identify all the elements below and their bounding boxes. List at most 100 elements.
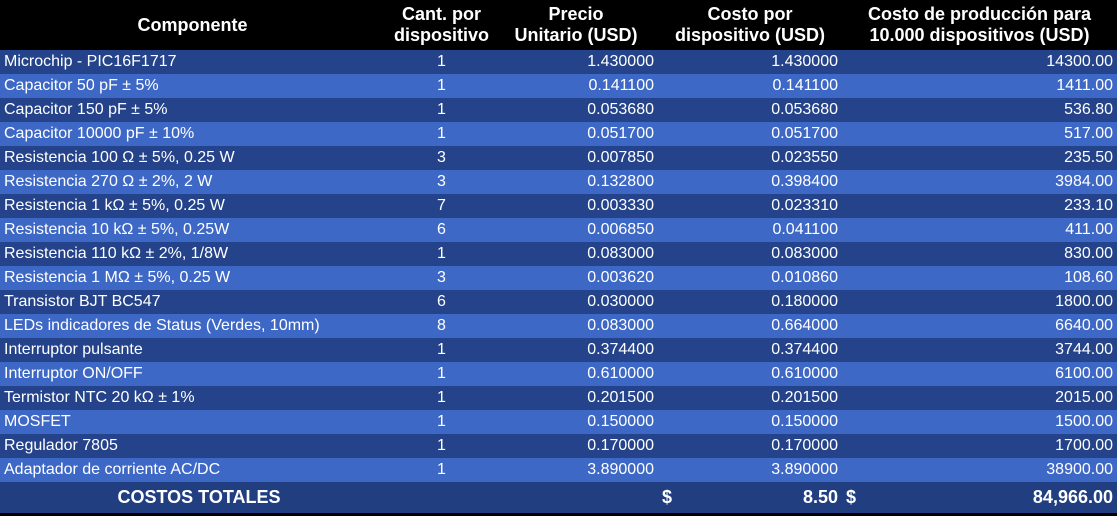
cell-componente: Adaptador de corriente AC/DC — [0, 458, 389, 482]
cell-cantidad: 1 — [389, 386, 494, 410]
cell-cantidad: 8 — [389, 314, 494, 338]
table-row: Capacitor 50 pF ± 5% 1 0.141100 0.141100 141… — [0, 74, 1117, 98]
table-header: Componente Cant. por dispositivo Precio … — [0, 0, 1117, 50]
cell-costo-dispositivo: 0.023550 — [658, 146, 842, 170]
header-costo-produccion: Costo de producción para 10.000 disposit… — [842, 0, 1117, 50]
table-row: Resistencia 10 kΩ ± 5%, 0.25W 6 0.006850 0.… — [0, 218, 1117, 242]
cell-componente: Resistencia 110 kΩ ± 2%, 1/8W — [0, 242, 389, 266]
cell-componente: Resistencia 1 kΩ ± 5%, 0.25 W — [0, 194, 389, 218]
cell-precio-unitario: 0.083000 — [494, 242, 658, 266]
cell-costo-produccion: 6100.00 — [842, 362, 1117, 386]
header-row: Componente Cant. por dispositivo Precio … — [0, 0, 1117, 50]
cell-costo-dispositivo: 0.023310 — [658, 194, 842, 218]
cell-cantidad: 1 — [389, 242, 494, 266]
cell-costo-produccion: 1411.00 — [842, 74, 1117, 98]
table-row: LEDs indicadores de Status (Verdes, 10mm… — [0, 314, 1117, 338]
cell-costo-produccion: 108.60 — [842, 266, 1117, 290]
table-row: Resistencia 1 MΩ ± 5%, 0.25 W 3 0.003620 0.… — [0, 266, 1117, 290]
cell-cantidad: 6 — [389, 290, 494, 314]
cell-costo-dispositivo: 0.610000 — [658, 362, 842, 386]
cell-precio-unitario: 0.374400 — [494, 338, 658, 362]
table-row: Interruptor pulsante 1 0.374400 0.374400 374… — [0, 338, 1117, 362]
cell-costo-produccion: 38900.00 — [842, 458, 1117, 482]
table-row: Resistencia 270 Ω ± 2%, 2 W 3 0.132800 0.39… — [0, 170, 1117, 194]
cell-precio-unitario: 0.132800 — [494, 170, 658, 194]
cell-costo-dispositivo: 0.664000 — [658, 314, 842, 338]
table-row: Regulador 7805 1 0.170000 0.170000 1700.00 — [0, 434, 1117, 458]
header-produccion-line2: 10.000 dispositivos (USD) — [869, 25, 1090, 45]
cell-costo-produccion: 14300.00 — [842, 50, 1117, 74]
cell-costo-dispositivo: 0.141100 — [658, 74, 842, 98]
header-precio-line1: Precio — [548, 4, 604, 24]
cell-costo-dispositivo: 0.041100 — [658, 218, 842, 242]
cell-costo-dispositivo: 0.150000 — [658, 410, 842, 434]
cell-componente: Resistencia 10 kΩ ± 5%, 0.25W — [0, 218, 389, 242]
cell-cantidad: 1 — [389, 338, 494, 362]
cell-costo-produccion: 235.50 — [842, 146, 1117, 170]
table-row: Transistor BJT BC547 6 0.030000 0.180000 180… — [0, 290, 1117, 314]
table-body: Microchip - PIC16F1717 1 1.430000 1.430000 1… — [0, 50, 1117, 482]
header-cantidad-line2: dispositivo — [393, 25, 489, 45]
cell-cantidad: 1 — [389, 98, 494, 122]
cell-costo-produccion: 2015.00 — [842, 386, 1117, 410]
cell-componente: Resistencia 1 MΩ ± 5%, 0.25 W — [0, 266, 389, 290]
table-row: MOSFET 1 0.150000 0.150000 1500.00 — [0, 410, 1117, 434]
totals-label: COSTOS TOTALES — [0, 482, 494, 513]
cell-cantidad: 3 — [389, 146, 494, 170]
table-footer: COSTOS TOTALES $ 8.50 $ 84,966.00 — [0, 482, 1117, 513]
totals-empty-cell — [494, 482, 658, 513]
cell-precio-unitario: 0.150000 — [494, 410, 658, 434]
cell-componente: Resistencia 100 Ω ± 5%, 0.25 W — [0, 146, 389, 170]
cell-costo-produccion: 6640.00 — [842, 314, 1117, 338]
table-row: Resistencia 110 kΩ ± 2%, 1/8W 1 0.083000 0.… — [0, 242, 1117, 266]
cell-precio-unitario: 0.053680 — [494, 98, 658, 122]
table-row: Interruptor ON/OFF 1 0.610000 0.610000 6100.… — [0, 362, 1117, 386]
cell-costo-dispositivo: 0.083000 — [658, 242, 842, 266]
cell-precio-unitario: 0.170000 — [494, 434, 658, 458]
cell-costo-produccion: 3984.00 — [842, 170, 1117, 194]
header-cantidad-line1: Cant. por — [402, 4, 481, 24]
cell-precio-unitario: 0.051700 — [494, 122, 658, 146]
header-costo-line2: dispositivo (USD) — [674, 25, 825, 45]
header-produccion-line1: Costo de producción para — [867, 4, 1092, 24]
cell-costo-dispositivo: 0.051700 — [658, 122, 842, 146]
header-cantidad: Cant. por dispositivo — [389, 0, 494, 50]
cell-costo-dispositivo: 0.374400 — [658, 338, 842, 362]
cell-costo-produccion: 1800.00 — [842, 290, 1117, 314]
cell-precio-unitario: 0.003330 — [494, 194, 658, 218]
header-precio-line2: Unitario (USD) — [514, 25, 638, 45]
cell-cantidad: 3 — [389, 266, 494, 290]
cell-componente: Capacitor 50 pF ± 5% — [0, 74, 389, 98]
cell-precio-unitario: 0.610000 — [494, 362, 658, 386]
grand-total-value: 84,966.00 — [1032, 487, 1113, 507]
cell-componente: LEDs indicadores de Status (Verdes, 10mm… — [0, 314, 389, 338]
cell-cantidad: 1 — [389, 434, 494, 458]
table-row: Capacitor 150 pF ± 5% 1 0.053680 0.053680 53… — [0, 98, 1117, 122]
cell-cantidad: 1 — [389, 122, 494, 146]
cell-precio-unitario: 0.141100 — [494, 74, 658, 98]
cell-precio-unitario: 0.030000 — [494, 290, 658, 314]
currency-symbol: $ — [846, 487, 857, 507]
cell-cantidad: 6 — [389, 218, 494, 242]
table-row: Adaptador de corriente AC/DC 1 3.890000 3.8… — [0, 458, 1117, 482]
cell-costo-dispositivo: 3.890000 — [658, 458, 842, 482]
cell-precio-unitario: 0.007850 — [494, 146, 658, 170]
cell-componente: Transistor BJT BC547 — [0, 290, 389, 314]
cell-componente: Microchip - PIC16F1717 — [0, 50, 389, 74]
cell-costo-dispositivo: 0.170000 — [658, 434, 842, 458]
cell-componente: Capacitor 10000 pF ± 10% — [0, 122, 389, 146]
cell-costo-dispositivo: 0.398400 — [658, 170, 842, 194]
cell-precio-unitario: 0.201500 — [494, 386, 658, 410]
cell-costo-produccion: 1500.00 — [842, 410, 1117, 434]
cell-costo-dispositivo: 0.180000 — [658, 290, 842, 314]
per-device-total-value: 8.50 — [802, 487, 838, 507]
cell-cantidad: 1 — [389, 74, 494, 98]
cell-componente: MOSFET — [0, 410, 389, 434]
cell-costo-dispositivo: 1.430000 — [658, 50, 842, 74]
totals-per-device: $ 8.50 — [658, 482, 842, 513]
cell-componente: Regulador 7805 — [0, 434, 389, 458]
cell-costo-produccion: 3744.00 — [842, 338, 1117, 362]
table-row: Capacitor 10000 pF ± 10% 1 0.051700 0.05170… — [0, 122, 1117, 146]
header-componente: Componente — [0, 0, 389, 50]
cell-costo-produccion: 536.80 — [842, 98, 1117, 122]
